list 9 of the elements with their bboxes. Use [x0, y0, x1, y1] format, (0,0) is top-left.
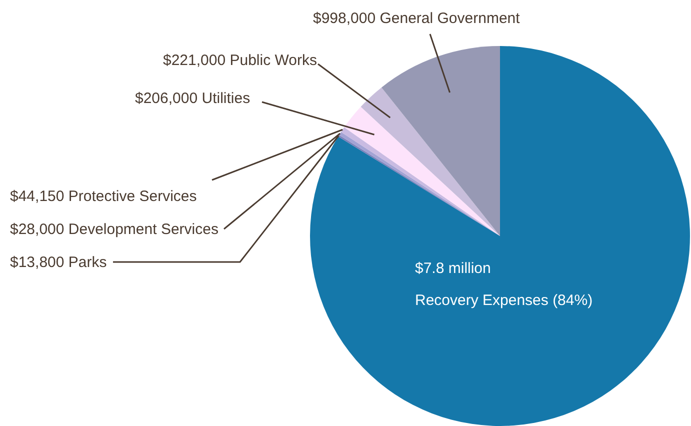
slice-label: $221,000 Public Works	[163, 52, 317, 69]
pie-slice	[344, 106, 500, 236]
slice-label: $44,150 Protective Services	[10, 188, 197, 205]
slice-label: $13,800 Parks	[10, 254, 107, 271]
slice-label: $7.8 million Recovery Expenses (84%)	[415, 260, 593, 309]
pie-slice	[381, 46, 500, 236]
slice-label: $206,000 Utilities	[135, 90, 250, 107]
slice-label: $998,000 General Government	[313, 10, 521, 27]
slice-label: $28,000 Development Services	[10, 221, 218, 238]
